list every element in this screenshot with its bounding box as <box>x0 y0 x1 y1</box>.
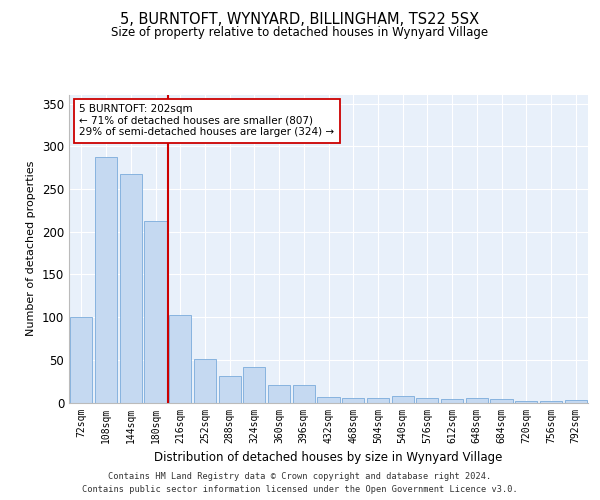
Bar <box>145 222 167 402</box>
Y-axis label: Number of detached properties: Number of detached properties <box>26 161 37 336</box>
Bar <box>466 398 488 402</box>
Bar <box>540 401 562 402</box>
Bar <box>70 317 92 402</box>
Bar <box>392 396 414 402</box>
Bar <box>95 158 117 402</box>
X-axis label: Distribution of detached houses by size in Wynyard Village: Distribution of detached houses by size … <box>154 451 503 464</box>
Bar <box>515 401 538 402</box>
Text: 5 BURNTOFT: 202sqm
← 71% of detached houses are smaller (807)
29% of semi-detach: 5 BURNTOFT: 202sqm ← 71% of detached hou… <box>79 104 335 138</box>
Bar <box>342 398 364 402</box>
Bar <box>293 386 315 402</box>
Bar <box>565 400 587 402</box>
Bar <box>441 399 463 402</box>
Text: Size of property relative to detached houses in Wynyard Village: Size of property relative to detached ho… <box>112 26 488 39</box>
Bar <box>169 314 191 402</box>
Bar <box>268 386 290 402</box>
Bar <box>243 368 265 402</box>
Bar <box>490 399 512 402</box>
Bar <box>317 396 340 402</box>
Bar <box>367 398 389 402</box>
Bar <box>119 174 142 402</box>
Bar <box>416 398 439 402</box>
Text: 5, BURNTOFT, WYNYARD, BILLINGHAM, TS22 5SX: 5, BURNTOFT, WYNYARD, BILLINGHAM, TS22 5… <box>121 12 479 28</box>
Text: Contains HM Land Registry data © Crown copyright and database right 2024.
Contai: Contains HM Land Registry data © Crown c… <box>82 472 518 494</box>
Bar <box>194 359 216 403</box>
Bar <box>218 376 241 402</box>
